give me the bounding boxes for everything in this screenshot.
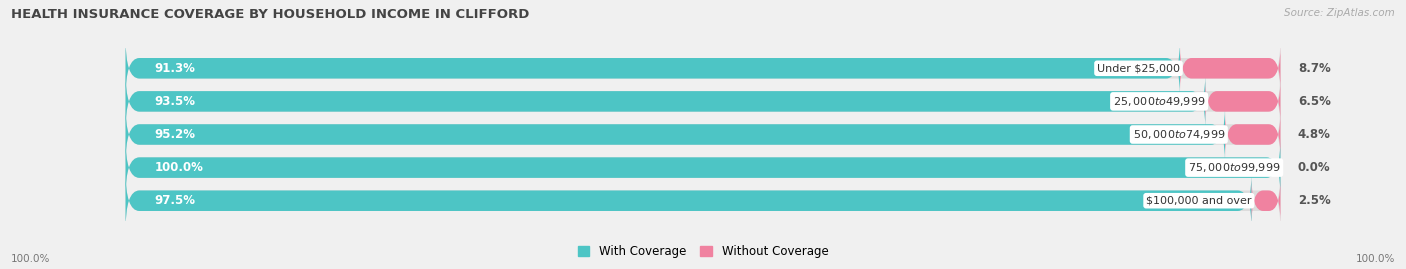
Text: $100,000 and over: $100,000 and over — [1146, 196, 1251, 206]
FancyBboxPatch shape — [125, 105, 1225, 164]
FancyBboxPatch shape — [125, 39, 1180, 98]
FancyBboxPatch shape — [125, 138, 1281, 197]
FancyBboxPatch shape — [1225, 112, 1281, 157]
FancyBboxPatch shape — [125, 171, 1281, 230]
FancyBboxPatch shape — [125, 171, 1251, 230]
Text: 91.3%: 91.3% — [155, 62, 195, 75]
FancyBboxPatch shape — [1251, 178, 1281, 224]
Text: Under $25,000: Under $25,000 — [1097, 63, 1180, 73]
Text: $75,000 to $99,999: $75,000 to $99,999 — [1188, 161, 1281, 174]
Text: 100.0%: 100.0% — [11, 254, 51, 264]
Text: 8.7%: 8.7% — [1298, 62, 1330, 75]
FancyBboxPatch shape — [125, 72, 1281, 131]
Text: 97.5%: 97.5% — [155, 194, 195, 207]
Text: 100.0%: 100.0% — [1355, 254, 1395, 264]
Text: HEALTH INSURANCE COVERAGE BY HOUSEHOLD INCOME IN CLIFFORD: HEALTH INSURANCE COVERAGE BY HOUSEHOLD I… — [11, 8, 530, 21]
Text: 6.5%: 6.5% — [1298, 95, 1330, 108]
FancyBboxPatch shape — [125, 72, 1205, 131]
Text: 0.0%: 0.0% — [1298, 161, 1330, 174]
Text: 4.8%: 4.8% — [1298, 128, 1330, 141]
FancyBboxPatch shape — [125, 39, 1281, 98]
FancyBboxPatch shape — [1205, 79, 1281, 124]
Text: 100.0%: 100.0% — [155, 161, 204, 174]
Text: 2.5%: 2.5% — [1298, 194, 1330, 207]
Text: 93.5%: 93.5% — [155, 95, 195, 108]
FancyBboxPatch shape — [125, 138, 1281, 197]
FancyBboxPatch shape — [1180, 45, 1281, 91]
Legend: With Coverage, Without Coverage: With Coverage, Without Coverage — [575, 243, 831, 260]
Text: 95.2%: 95.2% — [155, 128, 195, 141]
Text: $25,000 to $49,999: $25,000 to $49,999 — [1114, 95, 1205, 108]
Text: $50,000 to $74,999: $50,000 to $74,999 — [1133, 128, 1225, 141]
FancyBboxPatch shape — [125, 105, 1281, 164]
Text: Source: ZipAtlas.com: Source: ZipAtlas.com — [1284, 8, 1395, 18]
